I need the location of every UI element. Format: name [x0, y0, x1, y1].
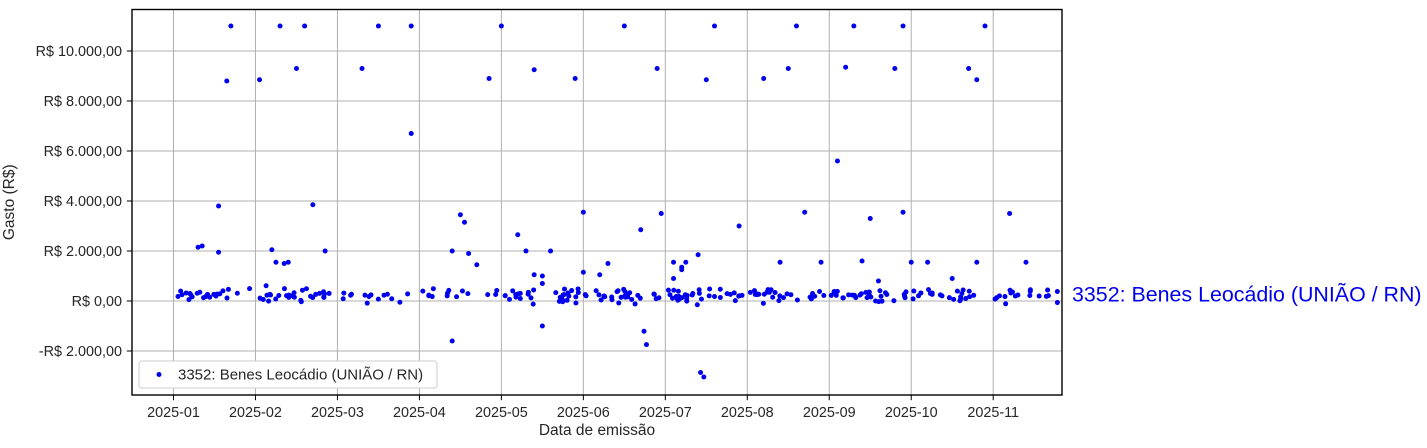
svg-text:Gasto (R$): Gasto (R$): [1, 164, 18, 240]
svg-text:2025-11: 2025-11: [967, 405, 1019, 421]
svg-text:R$ 4.000,00: R$ 4.000,00: [44, 194, 122, 210]
svg-text:2025-01: 2025-01: [147, 405, 200, 421]
svg-text:Data de emissão: Data de emissão: [539, 422, 655, 439]
svg-text:2025-04: 2025-04: [393, 405, 446, 421]
svg-text:2025-03: 2025-03: [311, 405, 364, 421]
svg-text:R$ 10.000,00: R$ 10.000,00: [36, 44, 122, 60]
svg-text:R$ 0,00: R$ 0,00: [72, 294, 122, 310]
svg-text:2025-06: 2025-06: [557, 405, 610, 421]
svg-text:2025-09: 2025-09: [803, 405, 856, 421]
svg-text:2025-05: 2025-05: [475, 405, 528, 421]
svg-text:3352: Benes Leocádio (UNIÃO /: 3352: Benes Leocádio (UNIÃO / RN): [178, 367, 423, 384]
svg-text:2025-02: 2025-02: [229, 405, 282, 421]
svg-text:2025-07: 2025-07: [639, 405, 692, 421]
svg-text:2025-08: 2025-08: [721, 405, 774, 421]
svg-text:3352: Benes Leocádio (UNIÃO /: 3352: Benes Leocádio (UNIÃO / RN): [1072, 282, 1422, 307]
svg-text:2025-10: 2025-10: [885, 405, 938, 421]
svg-text:R$ 2.000,00: R$ 2.000,00: [44, 244, 122, 260]
svg-text:R$ 6.000,00: R$ 6.000,00: [44, 144, 122, 160]
svg-text:-R$ 2.000,00: -R$ 2.000,00: [39, 344, 122, 360]
svg-text:R$ 8.000,00: R$ 8.000,00: [44, 94, 122, 110]
